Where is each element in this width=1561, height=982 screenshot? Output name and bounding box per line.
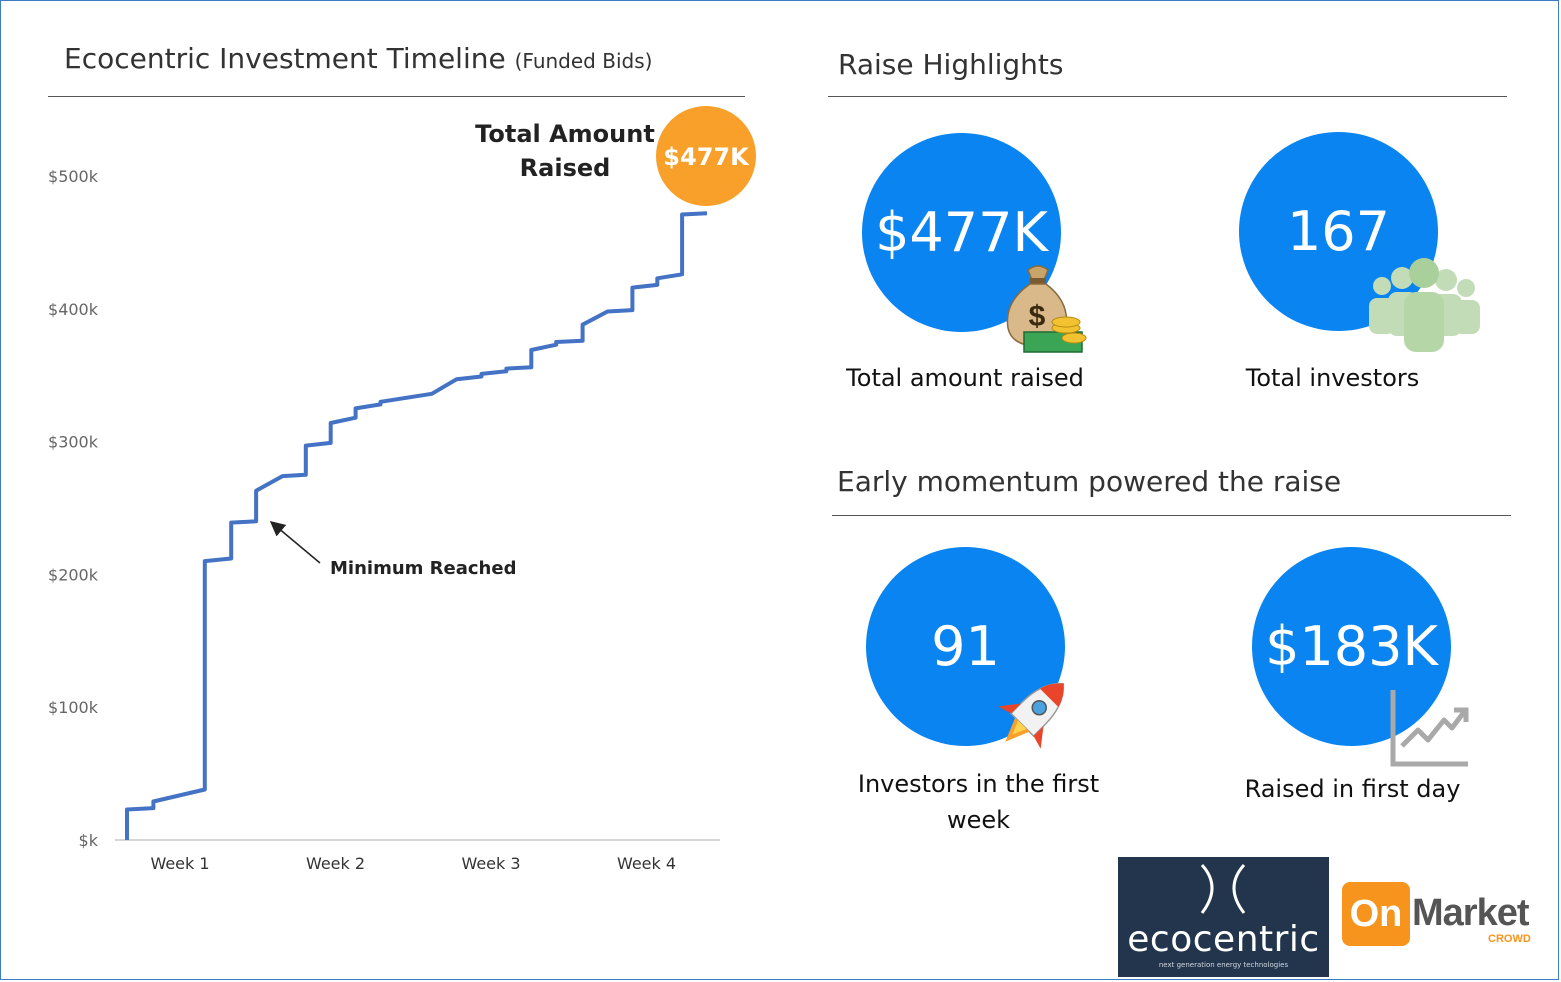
ecocentric-mark-icon — [1200, 863, 1246, 914]
total-raised-badge-value: $477K — [663, 143, 750, 171]
x-tick-label: Week 3 — [461, 854, 520, 873]
ecocentric-wordmark: ecocentric — [1127, 919, 1320, 960]
highlights-rule — [828, 96, 1507, 97]
highlights-title: Raise Highlights — [838, 48, 1064, 81]
x-axis: Week 1 Week 2 Week 3 Week 4 — [150, 854, 676, 873]
series-group — [125, 211, 708, 840]
svg-text:$: $ — [1029, 300, 1046, 333]
stat-label-first-day: Raised in first day — [1244, 775, 1461, 803]
stat-circle-first-week: 91 — [866, 547, 1065, 746]
onmarket-crowd-text: CROWD — [1488, 933, 1531, 945]
x-tick-label: Week 2 — [306, 854, 365, 873]
stat-value-first-week: 91 — [931, 615, 1000, 678]
y-tick-label: $400k — [48, 300, 99, 319]
minimum-reached-arrow — [269, 521, 321, 564]
onmarket-on-badge: On — [1342, 882, 1410, 946]
chart-title-rule — [48, 96, 745, 97]
funded-bids-line — [125, 211, 708, 840]
x-tick-label: Week 1 — [150, 854, 209, 873]
momentum-title: Early momentum powered the raise — [837, 465, 1342, 498]
chart-subtitle: (Funded Bids) — [514, 49, 653, 73]
stat-label-total-raised: Total amount raised — [846, 364, 1084, 392]
onmarket-market-text: Market — [1412, 892, 1529, 934]
chart-title: Ecocentric Investment Timeline (Funded B… — [64, 42, 653, 75]
total-raised-label-line2: Raised — [520, 154, 611, 182]
minimum-reached-label: Minimum Reached — [330, 558, 516, 579]
stat-circle-total-raised: $477K — [862, 133, 1061, 332]
people-group-icon — [1369, 258, 1480, 352]
ecocentric-tagline: next generation energy technologies — [1158, 961, 1289, 969]
stat-label-total-investors: Total investors — [1245, 364, 1420, 392]
total-raised-badge — [656, 106, 756, 206]
stat-value-first-day: $183K — [1265, 615, 1438, 678]
growth-chart-icon — [1390, 690, 1469, 767]
y-tick-label: $100k — [48, 698, 99, 717]
rocket-icon — [998, 682, 1065, 749]
onmarket-logo: On Market CROWD — [1342, 882, 1542, 952]
y-tick-label: $300k — [48, 433, 99, 452]
ecocentric-logo: ecocentric next generation energy techno… — [1118, 857, 1329, 977]
stat-value-total-investors: 167 — [1286, 200, 1391, 263]
y-tick-label: $500k — [48, 167, 99, 186]
stat-circle-first-day: $183K — [1252, 547, 1451, 746]
x-tick-label: Week 4 — [617, 854, 676, 873]
total-raised-label-line1: Total Amount — [475, 120, 655, 148]
stat-value-total-raised: $477K — [875, 201, 1048, 264]
momentum-rule — [832, 515, 1511, 516]
y-tick-label: $k — [79, 831, 99, 850]
money-bag-icon: $ — [1006, 265, 1087, 353]
y-tick-label: $200k — [48, 565, 99, 584]
stat-label-first-week: Investors in the first week — [857, 770, 1100, 834]
y-axis: $k $100k $200k $300k $400k $500k — [48, 167, 99, 850]
